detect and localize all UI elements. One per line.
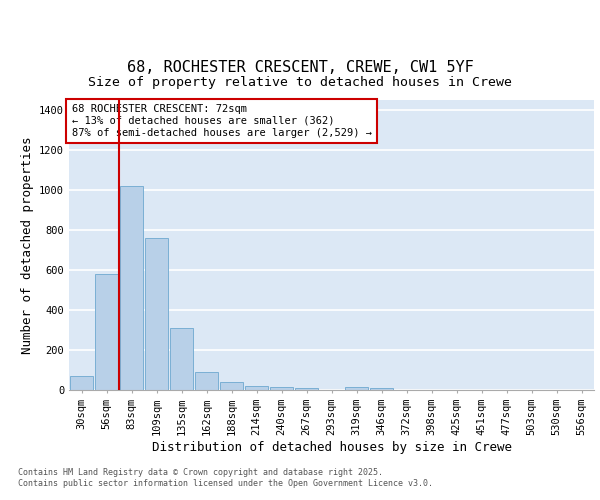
Bar <box>345 387 368 390</box>
Bar <box>295 388 318 390</box>
Bar <box>245 386 268 390</box>
Text: 68, ROCHESTER CRESCENT, CREWE, CW1 5YF: 68, ROCHESTER CRESCENT, CREWE, CW1 5YF <box>127 60 473 75</box>
X-axis label: Distribution of detached houses by size in Crewe: Distribution of detached houses by size … <box>151 440 511 454</box>
Bar <box>270 387 293 390</box>
Text: Size of property relative to detached houses in Crewe: Size of property relative to detached ho… <box>88 76 512 89</box>
Text: Contains HM Land Registry data © Crown copyright and database right 2025.
Contai: Contains HM Land Registry data © Crown c… <box>18 468 433 487</box>
Bar <box>70 376 93 390</box>
Bar <box>170 328 193 390</box>
Y-axis label: Number of detached properties: Number of detached properties <box>20 136 34 354</box>
Bar <box>120 186 143 390</box>
Bar <box>370 388 393 390</box>
Bar <box>145 238 168 390</box>
Bar <box>95 274 118 390</box>
Text: 68 ROCHESTER CRESCENT: 72sqm
← 13% of detached houses are smaller (362)
87% of s: 68 ROCHESTER CRESCENT: 72sqm ← 13% of de… <box>71 104 371 138</box>
Bar <box>220 382 243 390</box>
Bar <box>195 372 218 390</box>
